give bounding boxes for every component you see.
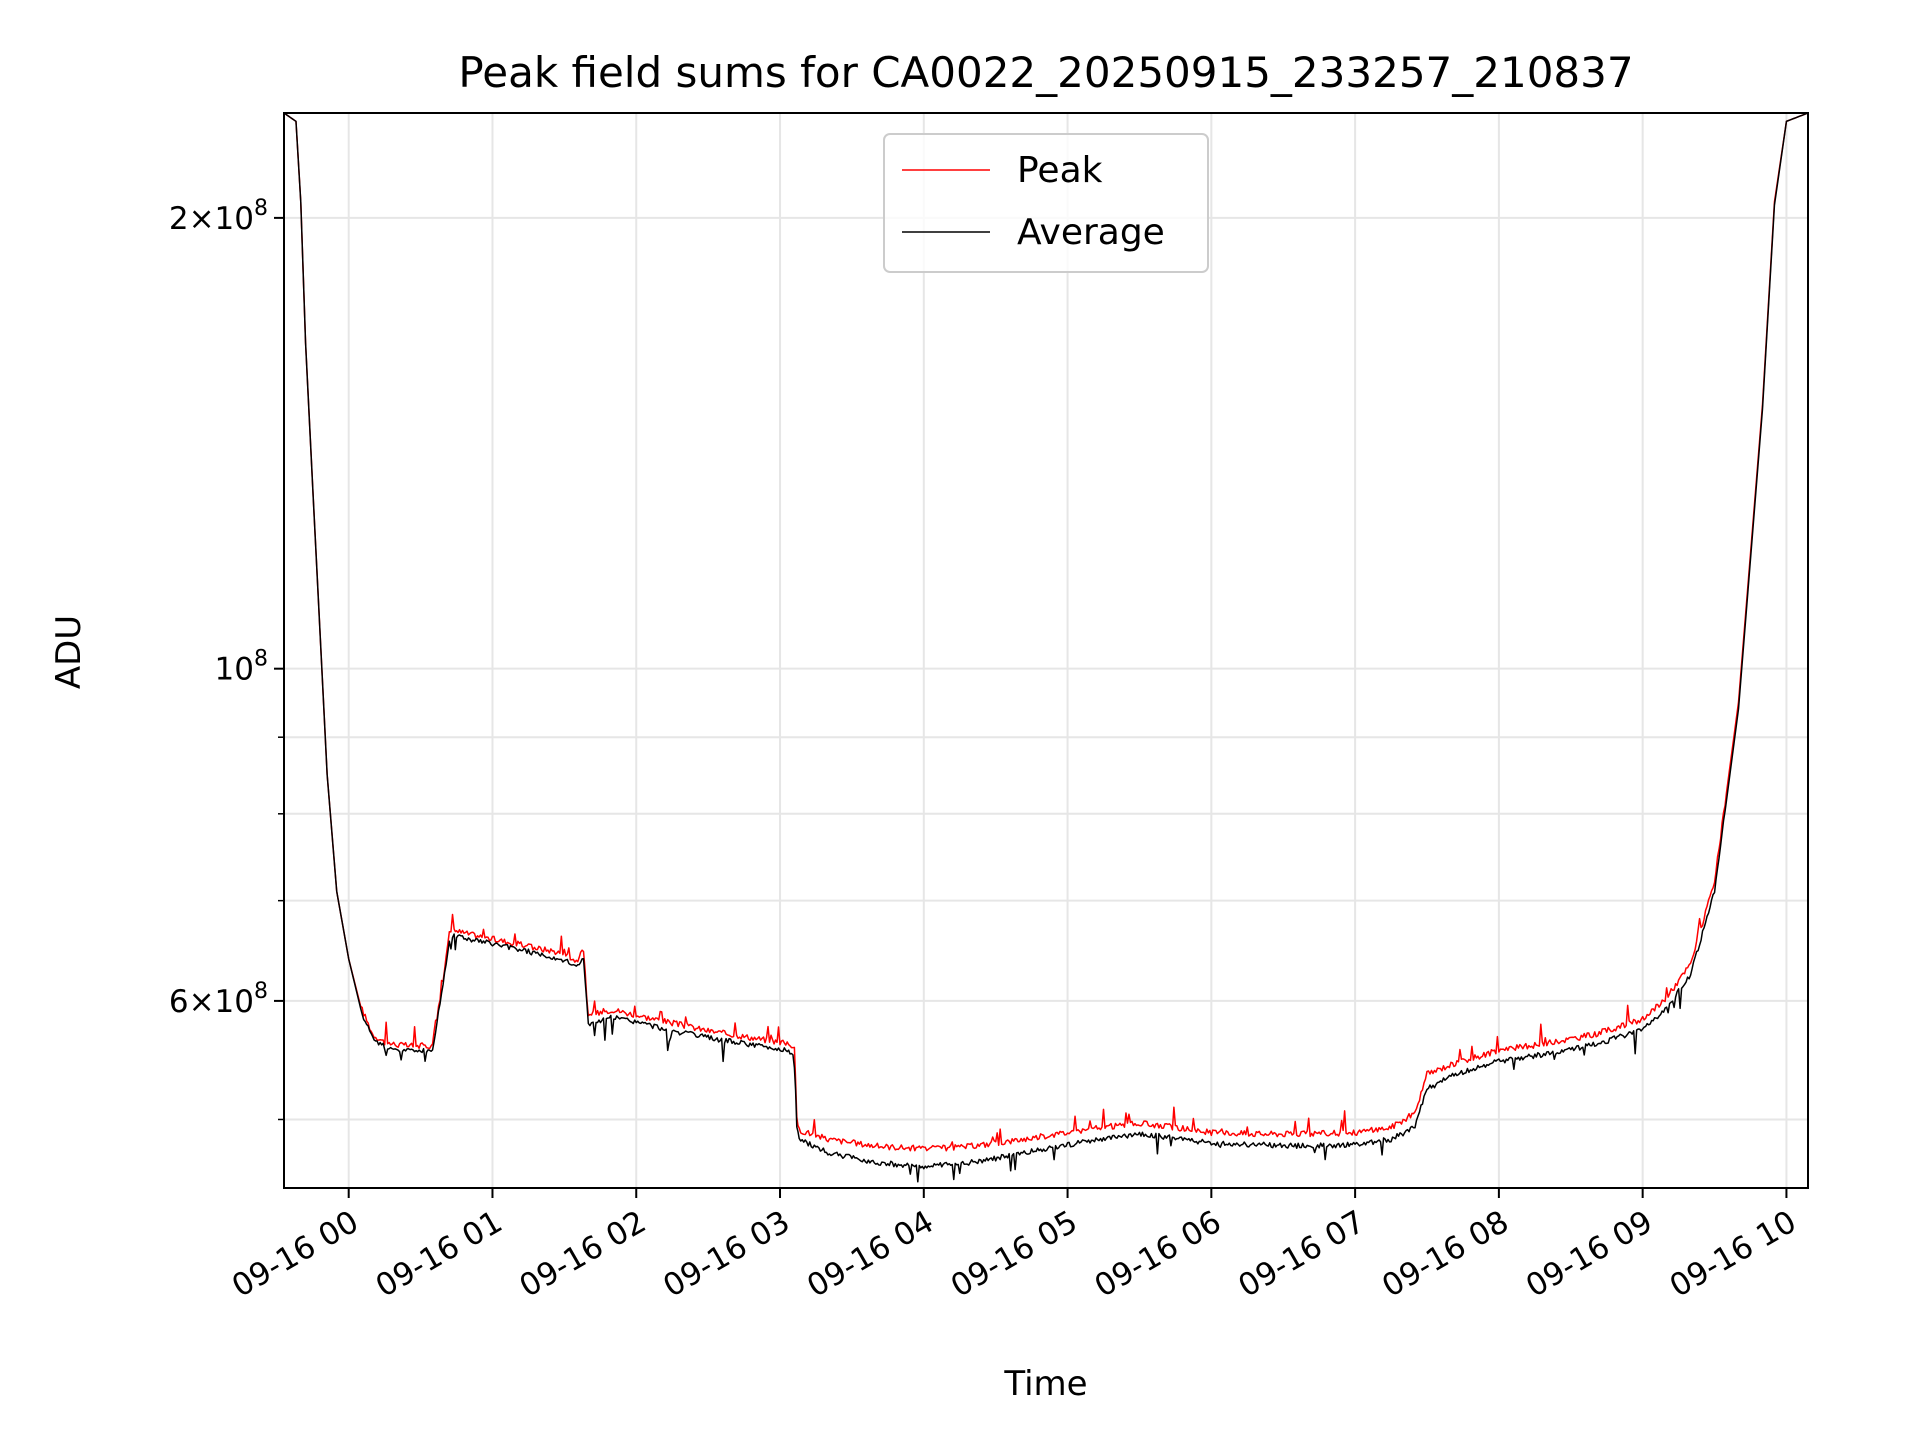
y-tick-label: 6×108 (169, 979, 268, 1020)
y-axis-label: ADU (49, 615, 89, 689)
chart-title: Peak field sums for CA0022_20250915_2332… (458, 48, 1633, 97)
plot-frame (283, 112, 1809, 1189)
series-line-peak (283, 112, 1809, 1152)
plot-series (283, 112, 1809, 1183)
y-tick-label: 2×108 (169, 196, 268, 237)
x-axis-label: Time (1003, 1364, 1087, 1404)
series-line-average (283, 112, 1809, 1183)
legend-peak-label: Peak (1017, 150, 1103, 191)
legend-average-label: Average (1017, 212, 1165, 253)
grid-lines (284, 113, 1808, 1188)
legend-box (883, 133, 1209, 273)
y-tick-label: 108 (215, 647, 268, 688)
y-axis-ticks: 2×108 108 6×108 (169, 196, 284, 1121)
legend: Peak Average (883, 133, 1209, 273)
